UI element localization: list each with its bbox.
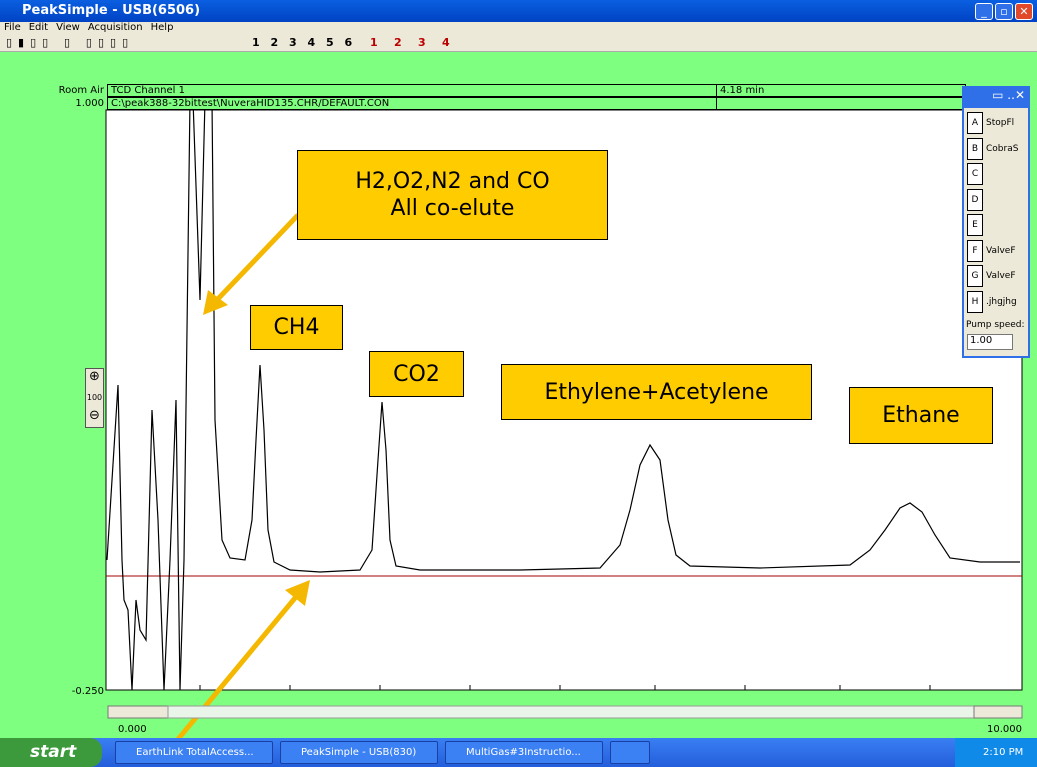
panel-key[interactable]: F — [967, 240, 983, 262]
panel-label: .jhgjhg — [986, 291, 1030, 313]
callout: Ethane — [849, 387, 993, 444]
panel-key[interactable]: B — [967, 138, 983, 160]
start-button[interactable]: start — [0, 738, 102, 767]
task-button[interactable]: EarthLink TotalAccess... — [115, 741, 273, 764]
zoom-controls: ⊕ 100 ⊖ — [85, 368, 104, 428]
panel-key[interactable]: C — [967, 163, 983, 185]
scroll-right[interactable] — [974, 706, 1022, 718]
task-button[interactable] — [610, 741, 650, 764]
panel-key[interactable]: H — [967, 291, 983, 313]
panel-key[interactable]: G — [967, 265, 983, 287]
callout: Ethylene+Acetylene — [501, 364, 812, 420]
panel-label: CobraS — [986, 138, 1030, 160]
scroll-left[interactable] — [108, 706, 168, 718]
callout: H2,O2,N2 and CO All co-elute — [297, 150, 608, 240]
zoom-in[interactable]: ⊕ — [86, 369, 103, 388]
zoom-reset[interactable]: 100 — [86, 388, 103, 408]
task-button[interactable]: MultiGas#3Instructio... — [445, 741, 603, 764]
panel-label: StopFl — [986, 112, 1030, 134]
taskbar: start 2:10 PM EarthLink TotalAccess... Pe… — [0, 738, 1037, 767]
panel-titlebar: ▭ ..✕ — [964, 88, 1028, 108]
panel-key[interactable]: E — [967, 214, 983, 236]
callout: CO2 — [369, 351, 464, 397]
panel-label: ValveF — [986, 240, 1030, 262]
y-min-label: -0.250 — [20, 686, 104, 697]
zoom-out[interactable]: ⊖ — [86, 408, 103, 427]
callout: CH4 — [250, 305, 343, 350]
panel-key[interactable]: A — [967, 112, 983, 134]
panel-label: ValveF — [986, 265, 1030, 287]
panel-key[interactable]: D — [967, 189, 983, 211]
x-min-label: 0.000 — [118, 724, 147, 735]
clock: 2:10 PM — [955, 738, 1037, 767]
task-button[interactable]: PeakSimple - USB(830) — [280, 741, 438, 764]
scrollbar-track[interactable] — [168, 706, 974, 718]
x-max-label: 10.000 — [950, 724, 1022, 735]
screen: PeakSimple - USB(6506) _ ▫ ✕ FileEditVie… — [0, 0, 1037, 767]
pump-input[interactable]: 1.00 — [967, 334, 1013, 350]
pump-label: Pump speed: — [966, 320, 1025, 330]
